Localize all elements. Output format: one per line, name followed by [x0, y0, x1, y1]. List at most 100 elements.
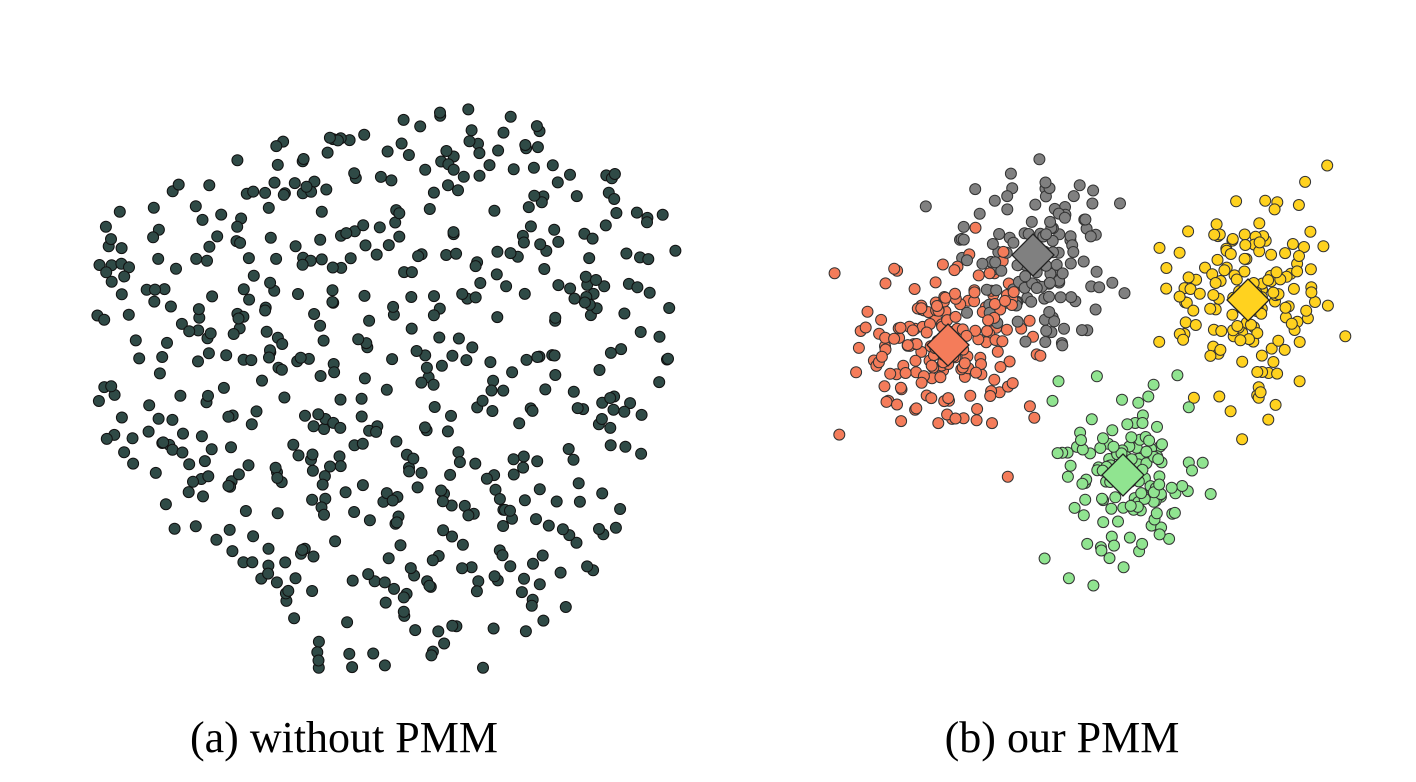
point: [472, 575, 485, 588]
point: [326, 284, 339, 297]
point: [920, 326, 933, 339]
point: [1064, 257, 1077, 270]
point: [1278, 343, 1291, 356]
point: [619, 440, 632, 453]
point: [527, 161, 540, 174]
point: [388, 582, 400, 595]
point: [1076, 324, 1088, 337]
point: [549, 369, 562, 381]
point: [1204, 488, 1217, 500]
point: [653, 376, 666, 389]
point: [901, 339, 914, 352]
point: [522, 201, 535, 214]
point: [127, 457, 140, 470]
point: [1019, 270, 1032, 283]
point: [453, 456, 466, 469]
point: [341, 616, 354, 629]
point: [1105, 502, 1118, 515]
point: [296, 543, 309, 556]
point: [1150, 507, 1163, 520]
point: [1135, 487, 1148, 500]
point: [402, 149, 415, 161]
point: [527, 557, 539, 570]
point: [177, 427, 189, 440]
point: [118, 270, 131, 283]
point: [534, 238, 547, 251]
point: [604, 392, 617, 404]
point: [378, 659, 391, 672]
point: [407, 452, 420, 465]
point: [519, 625, 532, 638]
point: [634, 326, 647, 338]
point: [970, 366, 982, 379]
point: [972, 269, 985, 282]
point: [123, 261, 135, 274]
point: [1321, 299, 1334, 312]
point: [477, 661, 489, 674]
point: [315, 253, 328, 266]
point: [1239, 239, 1252, 251]
point: [884, 367, 897, 380]
point: [485, 384, 498, 397]
point: [457, 170, 470, 183]
point: [329, 535, 342, 548]
point: [231, 154, 244, 167]
point: [1193, 287, 1206, 300]
point: [1147, 378, 1160, 391]
point: [1165, 481, 1178, 494]
point: [949, 287, 961, 300]
point: [161, 336, 173, 349]
point: [264, 231, 277, 244]
point: [440, 145, 453, 157]
point: [497, 520, 510, 532]
point: [995, 264, 1008, 277]
point: [1096, 492, 1108, 505]
point: [604, 439, 617, 452]
point: [446, 530, 458, 543]
caption-b: (b) our PMM: [944, 713, 1180, 762]
point: [880, 395, 893, 408]
point: [1039, 176, 1052, 189]
point: [562, 443, 575, 455]
point: [490, 268, 503, 281]
point: [552, 279, 565, 292]
point: [973, 207, 986, 220]
point: [352, 333, 365, 346]
point: [358, 128, 371, 141]
point: [1236, 433, 1249, 446]
point: [1065, 291, 1078, 304]
point: [115, 288, 128, 301]
point: [564, 282, 577, 295]
point: [1025, 295, 1038, 308]
point: [1255, 349, 1268, 362]
point: [484, 356, 497, 369]
point: [405, 322, 418, 335]
point: [294, 351, 307, 364]
point: [1299, 175, 1312, 188]
point: [497, 126, 510, 139]
point: [1132, 396, 1145, 409]
point: [315, 205, 328, 218]
point: [572, 477, 585, 490]
point: [378, 576, 391, 589]
point: [152, 252, 165, 265]
point: [243, 293, 256, 306]
point: [989, 256, 1002, 269]
point: [1196, 456, 1209, 469]
point: [473, 147, 486, 160]
panel-our-pmm: (b) our PMM: [708, 0, 1416, 782]
point: [1001, 190, 1014, 203]
point: [256, 374, 268, 387]
point: [271, 471, 284, 484]
point: [535, 196, 548, 209]
point: [206, 290, 219, 303]
point: [1231, 320, 1244, 332]
point: [596, 487, 609, 500]
point: [1007, 286, 1020, 299]
point: [202, 347, 215, 360]
point: [462, 509, 475, 522]
point: [570, 536, 583, 549]
point: [355, 410, 368, 423]
point: [1270, 266, 1283, 279]
point: [1081, 537, 1094, 550]
